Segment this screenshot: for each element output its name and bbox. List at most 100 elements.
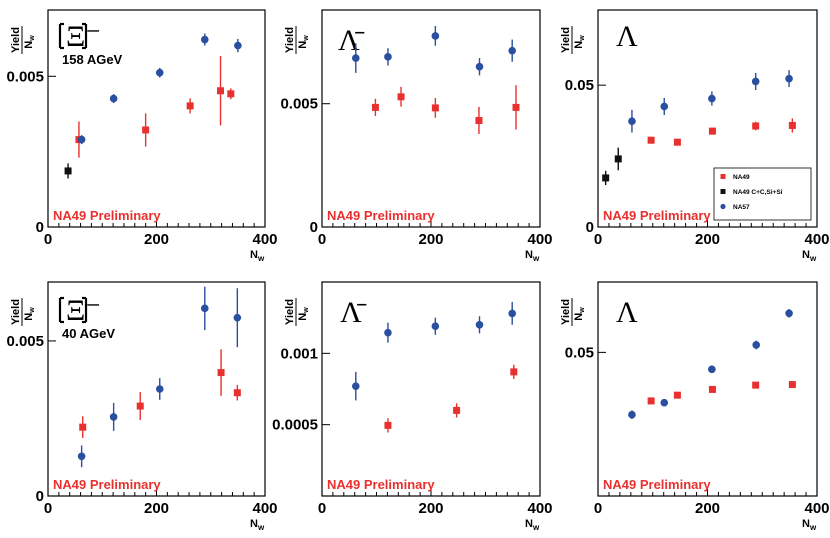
- data-point-na49: [708, 127, 716, 135]
- y-axis-label: Yield Nw: [10, 26, 36, 54]
- data-point-na49: [186, 102, 194, 110]
- data-point-na57: [351, 54, 360, 62]
- data-point-na49: [788, 381, 796, 389]
- y-tick-label: 0.005: [6, 333, 44, 350]
- legend-box: [713, 167, 812, 221]
- x-tick-label: 400: [527, 231, 552, 248]
- y-axis-label: Yield Nw: [284, 298, 310, 326]
- data-point-na49: [384, 421, 392, 429]
- data-point-na49: [453, 406, 461, 414]
- y-axis-label-denominator-subscript: w: [29, 307, 36, 314]
- y-axis-label-denominator: Nw: [297, 307, 310, 321]
- legend-entry-label: NA49: [733, 174, 750, 181]
- y-axis-label-numerator: Yield: [10, 27, 22, 53]
- data-point-na49: [136, 402, 144, 410]
- x-tick-label: 200: [144, 500, 169, 517]
- x-axis-label: Nw: [250, 518, 265, 532]
- preliminary-label: NA49 Preliminary: [327, 477, 435, 492]
- energy-label: 40 AGeV: [62, 326, 115, 341]
- preliminary-label: NA49 Preliminary: [603, 208, 711, 223]
- data-point-na49: [673, 138, 681, 146]
- data-point-na57: [155, 68, 164, 77]
- x-axis-label: Nw: [525, 518, 540, 532]
- y-tick-label: 0: [586, 219, 594, 236]
- data-point-na49: [512, 103, 520, 111]
- data-point-na57: [508, 309, 517, 318]
- particle-title: Ξ⁻: [58, 294, 101, 327]
- particle-title: Λ: [616, 20, 638, 53]
- x-axis-label-subscript: w: [532, 254, 540, 263]
- data-point-na57: [785, 74, 793, 83]
- x-axis-label: Nw: [802, 249, 817, 263]
- particle-title: Λ̄: [338, 24, 365, 57]
- data-point-na49-light-ions: [614, 155, 622, 163]
- data-point-na49: [217, 369, 225, 377]
- x-tick-label: 200: [144, 231, 169, 248]
- legend-marker-na57: [720, 203, 726, 210]
- data-point-na57: [628, 410, 636, 419]
- y-axis-label: Yield Nw: [10, 298, 36, 326]
- data-point-na49: [142, 126, 150, 134]
- y-tick-label: 0: [36, 488, 44, 505]
- data-point-na57: [752, 341, 761, 349]
- legend-entry-label: NA57: [733, 204, 750, 211]
- data-point-na49: [708, 385, 716, 393]
- x-tick-label: 200: [418, 231, 443, 248]
- data-point-na49: [673, 391, 681, 399]
- y-axis-label-denominator-subscript: w: [29, 35, 36, 42]
- y-axis-label-denominator: Nw: [297, 35, 310, 49]
- y-axis-label: Yield Nw: [560, 26, 586, 54]
- x-tick-label: 0: [44, 500, 52, 517]
- data-point-na57: [109, 94, 118, 103]
- data-point-na57: [155, 385, 164, 393]
- data-point-na49: [510, 368, 518, 376]
- preliminary-label: NA49 Preliminary: [53, 208, 161, 223]
- data-point-na49: [371, 103, 379, 111]
- x-tick-label: 0: [318, 231, 326, 248]
- legend-marker: [720, 189, 726, 194]
- x-axis-label: Nw: [250, 249, 265, 263]
- data-point-na57: [660, 398, 669, 407]
- y-tick-label: 0: [310, 219, 318, 236]
- y-tick-label: 0.001: [280, 345, 318, 362]
- data-point-na49-light-ions: [602, 174, 610, 182]
- data-point-na57: [431, 32, 440, 40]
- data-point-na57: [233, 313, 242, 322]
- data-point-na49: [647, 397, 655, 405]
- data-point-na49: [79, 423, 87, 431]
- legend-entry-label: NA49 C+C,Si+Si: [733, 189, 783, 196]
- y-axis-label-denominator: Nw: [23, 307, 36, 321]
- x-axis-label-subscript: w: [809, 523, 817, 532]
- particle-title: Λ̄: [340, 296, 367, 329]
- preliminary-label: NA49 Preliminary: [53, 477, 161, 492]
- y-axis-label-denominator: Nw: [573, 35, 586, 49]
- y-tick-label: 0.0005: [272, 417, 318, 434]
- data-point-na49: [233, 389, 241, 397]
- y-axis-label-denominator: Nw: [23, 35, 36, 49]
- data-point-na57: [109, 413, 118, 421]
- data-point-na49: [397, 93, 405, 101]
- y-axis-label-denominator-subscript: w: [579, 35, 586, 42]
- energy-label: 158 AGeV: [62, 52, 123, 67]
- legend: NA49 NA49 C+C,Si+Si NA57: [713, 167, 812, 221]
- y-axis-label-numerator: Yield: [560, 299, 572, 325]
- y-axis-label-numerator: Yield: [284, 299, 296, 325]
- data-point-na57: [77, 452, 86, 461]
- preliminary-label: NA49 Preliminary: [603, 477, 711, 492]
- data-point-na57: [475, 321, 484, 329]
- y-axis-label-denominator-subscript: w: [303, 307, 310, 314]
- y-axis-label: Yield Nw: [560, 298, 586, 326]
- x-tick-label: 200: [418, 500, 443, 517]
- x-tick-label: 0: [318, 500, 326, 517]
- y-tick-label: 0.05: [565, 344, 594, 361]
- data-point-na57: [234, 41, 242, 50]
- data-point-na49-light-ions: [64, 167, 72, 175]
- data-point-na57: [660, 102, 669, 111]
- data-point-na57: [785, 309, 793, 318]
- x-tick-label: 400: [804, 231, 829, 248]
